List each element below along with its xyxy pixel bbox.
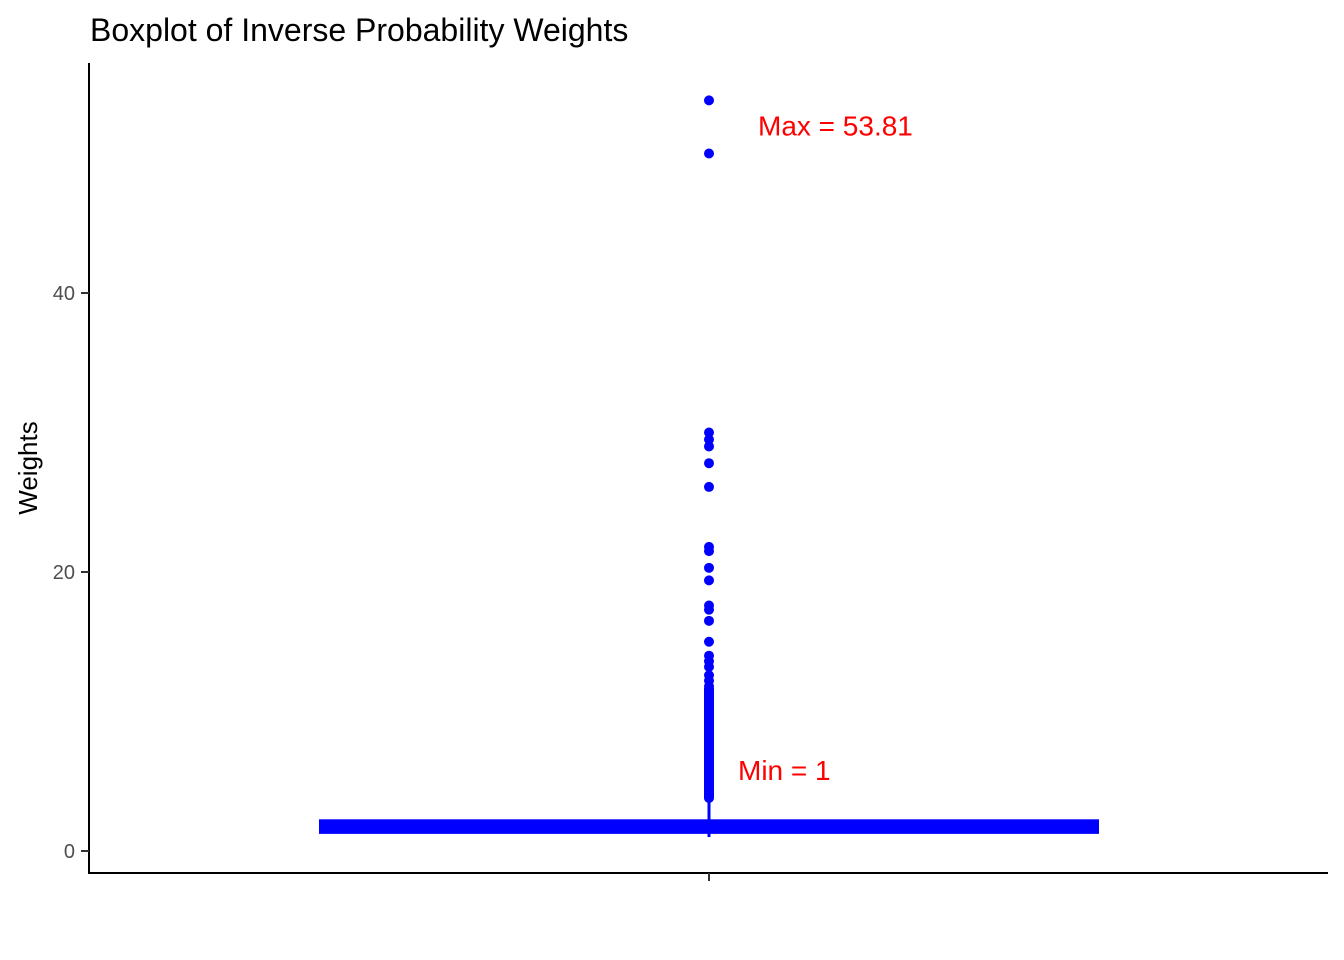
outlier-point — [704, 481, 714, 492]
annotation-label: Min = 1 — [738, 755, 831, 786]
outlier-point — [704, 562, 714, 573]
y-tick-label: 0 — [64, 841, 75, 863]
outlier-point — [704, 575, 714, 586]
outlier-point — [704, 434, 714, 445]
outlier-point — [704, 636, 714, 647]
outlier-point — [704, 458, 714, 469]
outlier-point — [704, 441, 714, 452]
y-ticks: 0 20 40 — [53, 283, 89, 863]
outlier-point — [704, 604, 714, 615]
chart-title: Boxplot of Inverse Probability Weights — [90, 12, 628, 48]
y-tick-label: 40 — [53, 283, 75, 305]
outlier-dense-band — [704, 683, 714, 803]
y-tick-label: 20 — [53, 562, 75, 584]
annotations: Max = 53.81 Min = 1 — [738, 111, 913, 786]
outlier-point — [704, 661, 714, 672]
y-axis-label: Weights — [13, 421, 43, 514]
outlier-point — [704, 427, 714, 438]
outlier-point — [704, 615, 714, 626]
outlier-points — [704, 95, 714, 803]
box-group — [319, 802, 1099, 838]
annotation-label: Max = 53.81 — [758, 111, 913, 142]
outlier-point — [704, 148, 714, 159]
outlier-point — [704, 546, 714, 557]
outlier-point — [704, 95, 714, 106]
